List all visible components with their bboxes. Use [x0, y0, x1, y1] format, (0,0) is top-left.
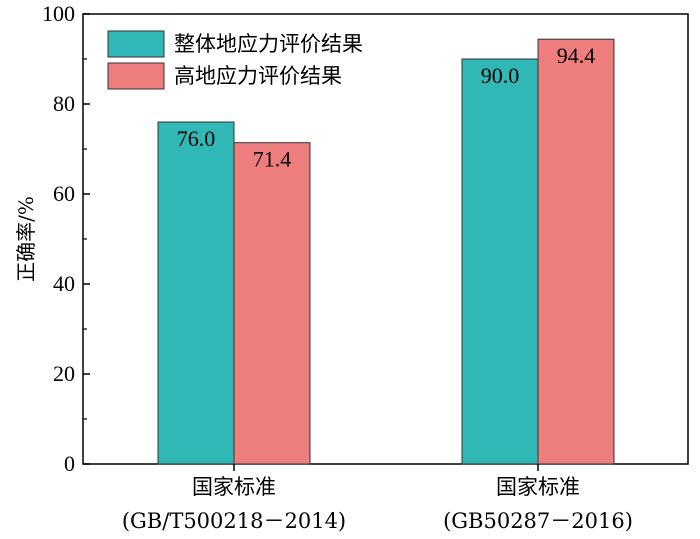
bar: [233, 142, 311, 465]
bar-value-label: 71.4: [253, 147, 292, 172]
legend-swatch: [107, 30, 165, 58]
bar: [157, 121, 235, 465]
legend-label: 高地应力评价结果: [174, 64, 342, 88]
legend-swatch: [107, 62, 165, 90]
bar-value-label: 76.0: [177, 126, 216, 151]
bar: [537, 38, 615, 465]
legend-label: 整体地应力评价结果: [174, 32, 363, 56]
bar-value-label: 94.4: [557, 43, 596, 68]
x-category-label: 国家标准: [192, 475, 276, 499]
y-tick-label: 40: [53, 271, 75, 296]
x-category-label: 国家标准: [496, 475, 580, 499]
y-tick-label: 20: [53, 361, 75, 386]
y-tick-label: 80: [53, 91, 75, 116]
x-category-sublabel: (GB/T500218－2014): [122, 509, 346, 533]
bar: [461, 58, 539, 465]
x-category-sublabel: (GB50287－2016): [443, 509, 633, 533]
y-tick-label: 0: [64, 451, 75, 476]
y-axis-title: 正确率/%: [14, 196, 38, 282]
y-tick-label: 100: [42, 1, 75, 26]
y-tick-label: 60: [53, 181, 75, 206]
bar-value-label: 90.0: [481, 63, 520, 88]
